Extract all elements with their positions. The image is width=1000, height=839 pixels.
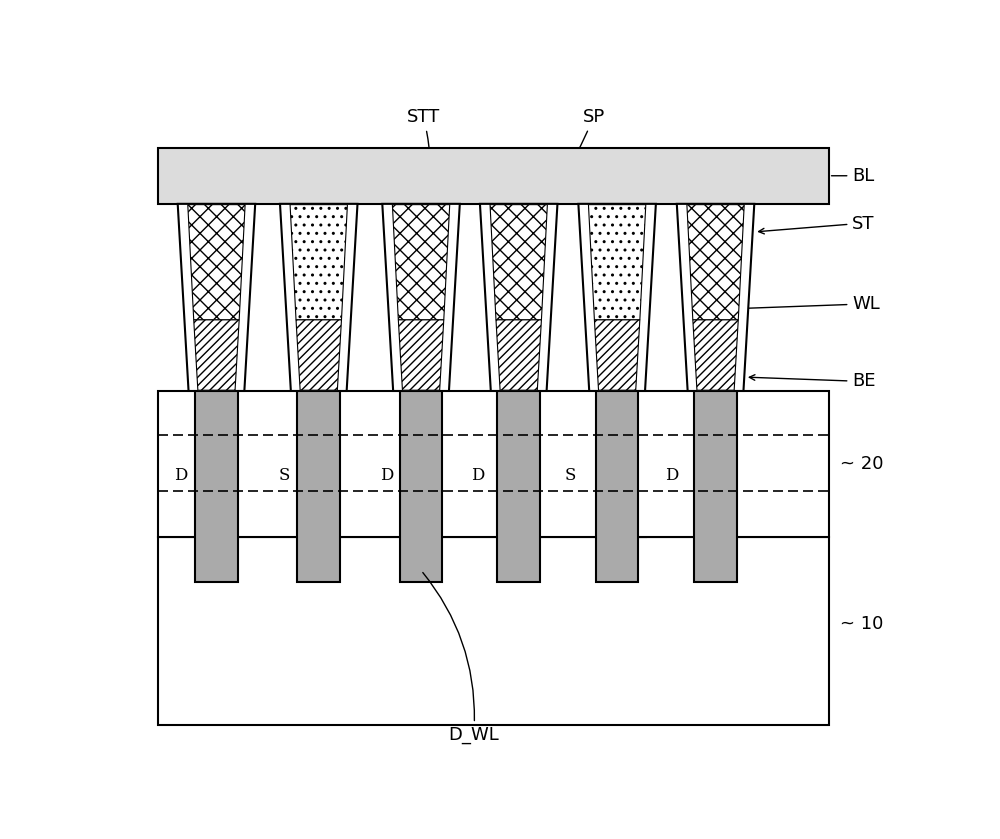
Bar (596, 391, 638, 582)
Polygon shape (693, 320, 738, 390)
Text: SP: SP (524, 108, 605, 242)
Polygon shape (188, 205, 245, 320)
Polygon shape (290, 205, 347, 320)
Text: D: D (665, 467, 678, 484)
Polygon shape (382, 204, 460, 391)
Polygon shape (594, 320, 640, 390)
Bar (694, 391, 737, 582)
Bar (158, 391, 313, 537)
Polygon shape (496, 320, 541, 390)
Bar (400, 391, 442, 582)
Bar (297, 391, 340, 582)
Polygon shape (578, 204, 656, 391)
Text: S: S (278, 467, 290, 484)
Text: D: D (380, 467, 394, 484)
Polygon shape (392, 205, 450, 320)
Polygon shape (687, 205, 744, 320)
Text: BE: BE (852, 372, 875, 390)
Bar (158, 537, 829, 725)
Text: ST: ST (852, 216, 874, 233)
Text: D_WL: D_WL (423, 572, 499, 744)
Bar (195, 391, 238, 582)
Text: STT: STT (407, 108, 440, 253)
Polygon shape (588, 205, 646, 320)
Polygon shape (480, 204, 557, 391)
Polygon shape (677, 204, 754, 391)
Polygon shape (398, 320, 444, 390)
Polygon shape (194, 320, 239, 390)
Polygon shape (178, 204, 255, 391)
Text: D: D (174, 467, 187, 484)
Text: S: S (565, 467, 576, 484)
Polygon shape (490, 205, 547, 320)
Bar (635, 391, 829, 537)
Bar (158, 148, 829, 204)
Text: WL: WL (852, 295, 880, 314)
Text: ~ 20: ~ 20 (840, 455, 883, 473)
Text: ~ 10: ~ 10 (840, 614, 883, 633)
Text: BL: BL (852, 167, 874, 185)
Bar (336, 391, 646, 537)
Bar (497, 391, 540, 582)
Polygon shape (280, 204, 358, 391)
Polygon shape (296, 320, 341, 390)
Text: D: D (471, 467, 484, 484)
